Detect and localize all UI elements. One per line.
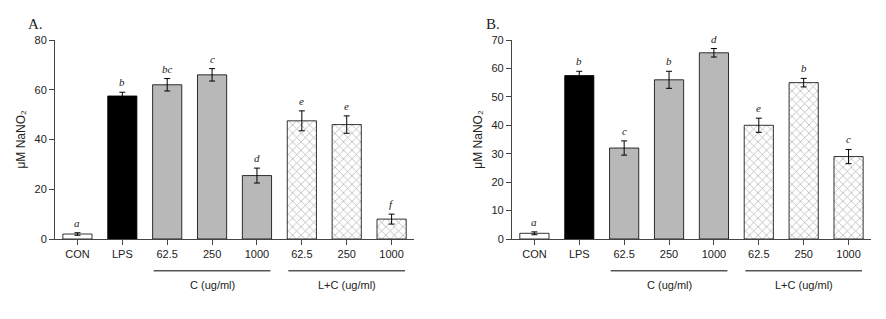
svg-text:d: d xyxy=(254,152,260,164)
svg-text:62.5: 62.5 xyxy=(291,248,312,260)
svg-text:40: 40 xyxy=(35,133,47,145)
svg-text:10: 10 xyxy=(492,204,504,216)
svg-text:50: 50 xyxy=(492,91,504,103)
svg-text:1000: 1000 xyxy=(379,248,403,260)
svg-text:a: a xyxy=(531,216,537,228)
svg-text:C (ug/ml): C (ug/ml) xyxy=(647,279,692,291)
svg-text:f: f xyxy=(389,198,394,210)
svg-text:c: c xyxy=(846,133,851,145)
svg-text:0: 0 xyxy=(498,233,504,245)
svg-text:C (ug/ml): C (ug/ml) xyxy=(190,279,235,291)
svg-text:60: 60 xyxy=(492,62,504,74)
svg-text:L+C (ug/ml): L+C (ug/ml) xyxy=(775,279,833,291)
svg-text:62.5: 62.5 xyxy=(156,248,177,260)
svg-text:60: 60 xyxy=(35,84,47,96)
svg-text:b: b xyxy=(119,76,125,88)
svg-text:62.5: 62.5 xyxy=(613,248,634,260)
svg-text:CON: CON xyxy=(522,248,547,260)
svg-text:30: 30 xyxy=(492,148,504,160)
svg-text:b: b xyxy=(576,55,582,67)
svg-text:e: e xyxy=(756,102,761,114)
svg-text:250: 250 xyxy=(795,248,813,260)
svg-text:250: 250 xyxy=(660,248,678,260)
svg-text:1000: 1000 xyxy=(836,248,860,260)
svg-text:a: a xyxy=(74,217,80,229)
svg-text:40: 40 xyxy=(492,119,504,131)
svg-text:μM NaNO₂: μM NaNO₂ xyxy=(471,110,485,169)
svg-text:bc: bc xyxy=(162,63,173,75)
svg-text:d: d xyxy=(711,33,717,45)
svg-text:1000: 1000 xyxy=(702,248,726,260)
svg-text:LPS: LPS xyxy=(569,248,590,260)
svg-text:e: e xyxy=(344,100,349,112)
svg-text:250: 250 xyxy=(338,248,356,260)
svg-text:B.: B. xyxy=(486,16,500,32)
svg-text:250: 250 xyxy=(203,248,221,260)
svg-text:62.5: 62.5 xyxy=(748,248,769,260)
svg-text:e: e xyxy=(299,95,304,107)
svg-text:20: 20 xyxy=(35,183,47,195)
svg-text:70: 70 xyxy=(492,34,504,46)
svg-text:μM NaNO₂: μM NaNO₂ xyxy=(14,110,28,169)
svg-text:b: b xyxy=(801,62,807,74)
svg-text:A.: A. xyxy=(28,16,43,32)
svg-text:L+C (ug/ml): L+C (ug/ml) xyxy=(318,279,376,291)
svg-text:0: 0 xyxy=(41,233,47,245)
svg-text:CON: CON xyxy=(65,248,90,260)
svg-text:b: b xyxy=(666,55,672,67)
svg-text:LPS: LPS xyxy=(112,248,133,260)
svg-text:80: 80 xyxy=(35,34,47,46)
svg-text:c: c xyxy=(622,125,627,137)
svg-text:1000: 1000 xyxy=(245,248,269,260)
svg-text:c: c xyxy=(210,53,215,65)
svg-text:20: 20 xyxy=(492,176,504,188)
